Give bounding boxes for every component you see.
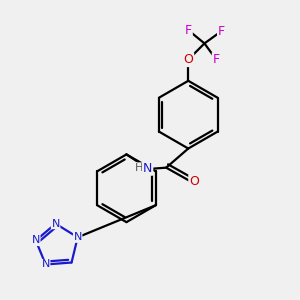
Text: N: N [51, 219, 60, 229]
Text: F: F [213, 53, 220, 66]
Text: N: N [41, 260, 50, 269]
Text: N: N [143, 162, 152, 175]
Text: O: O [183, 53, 193, 66]
Text: F: F [218, 25, 225, 38]
Text: N: N [74, 232, 82, 242]
Text: F: F [185, 24, 192, 37]
Text: O: O [189, 175, 199, 188]
Text: H: H [135, 163, 143, 173]
Text: N: N [32, 236, 40, 245]
